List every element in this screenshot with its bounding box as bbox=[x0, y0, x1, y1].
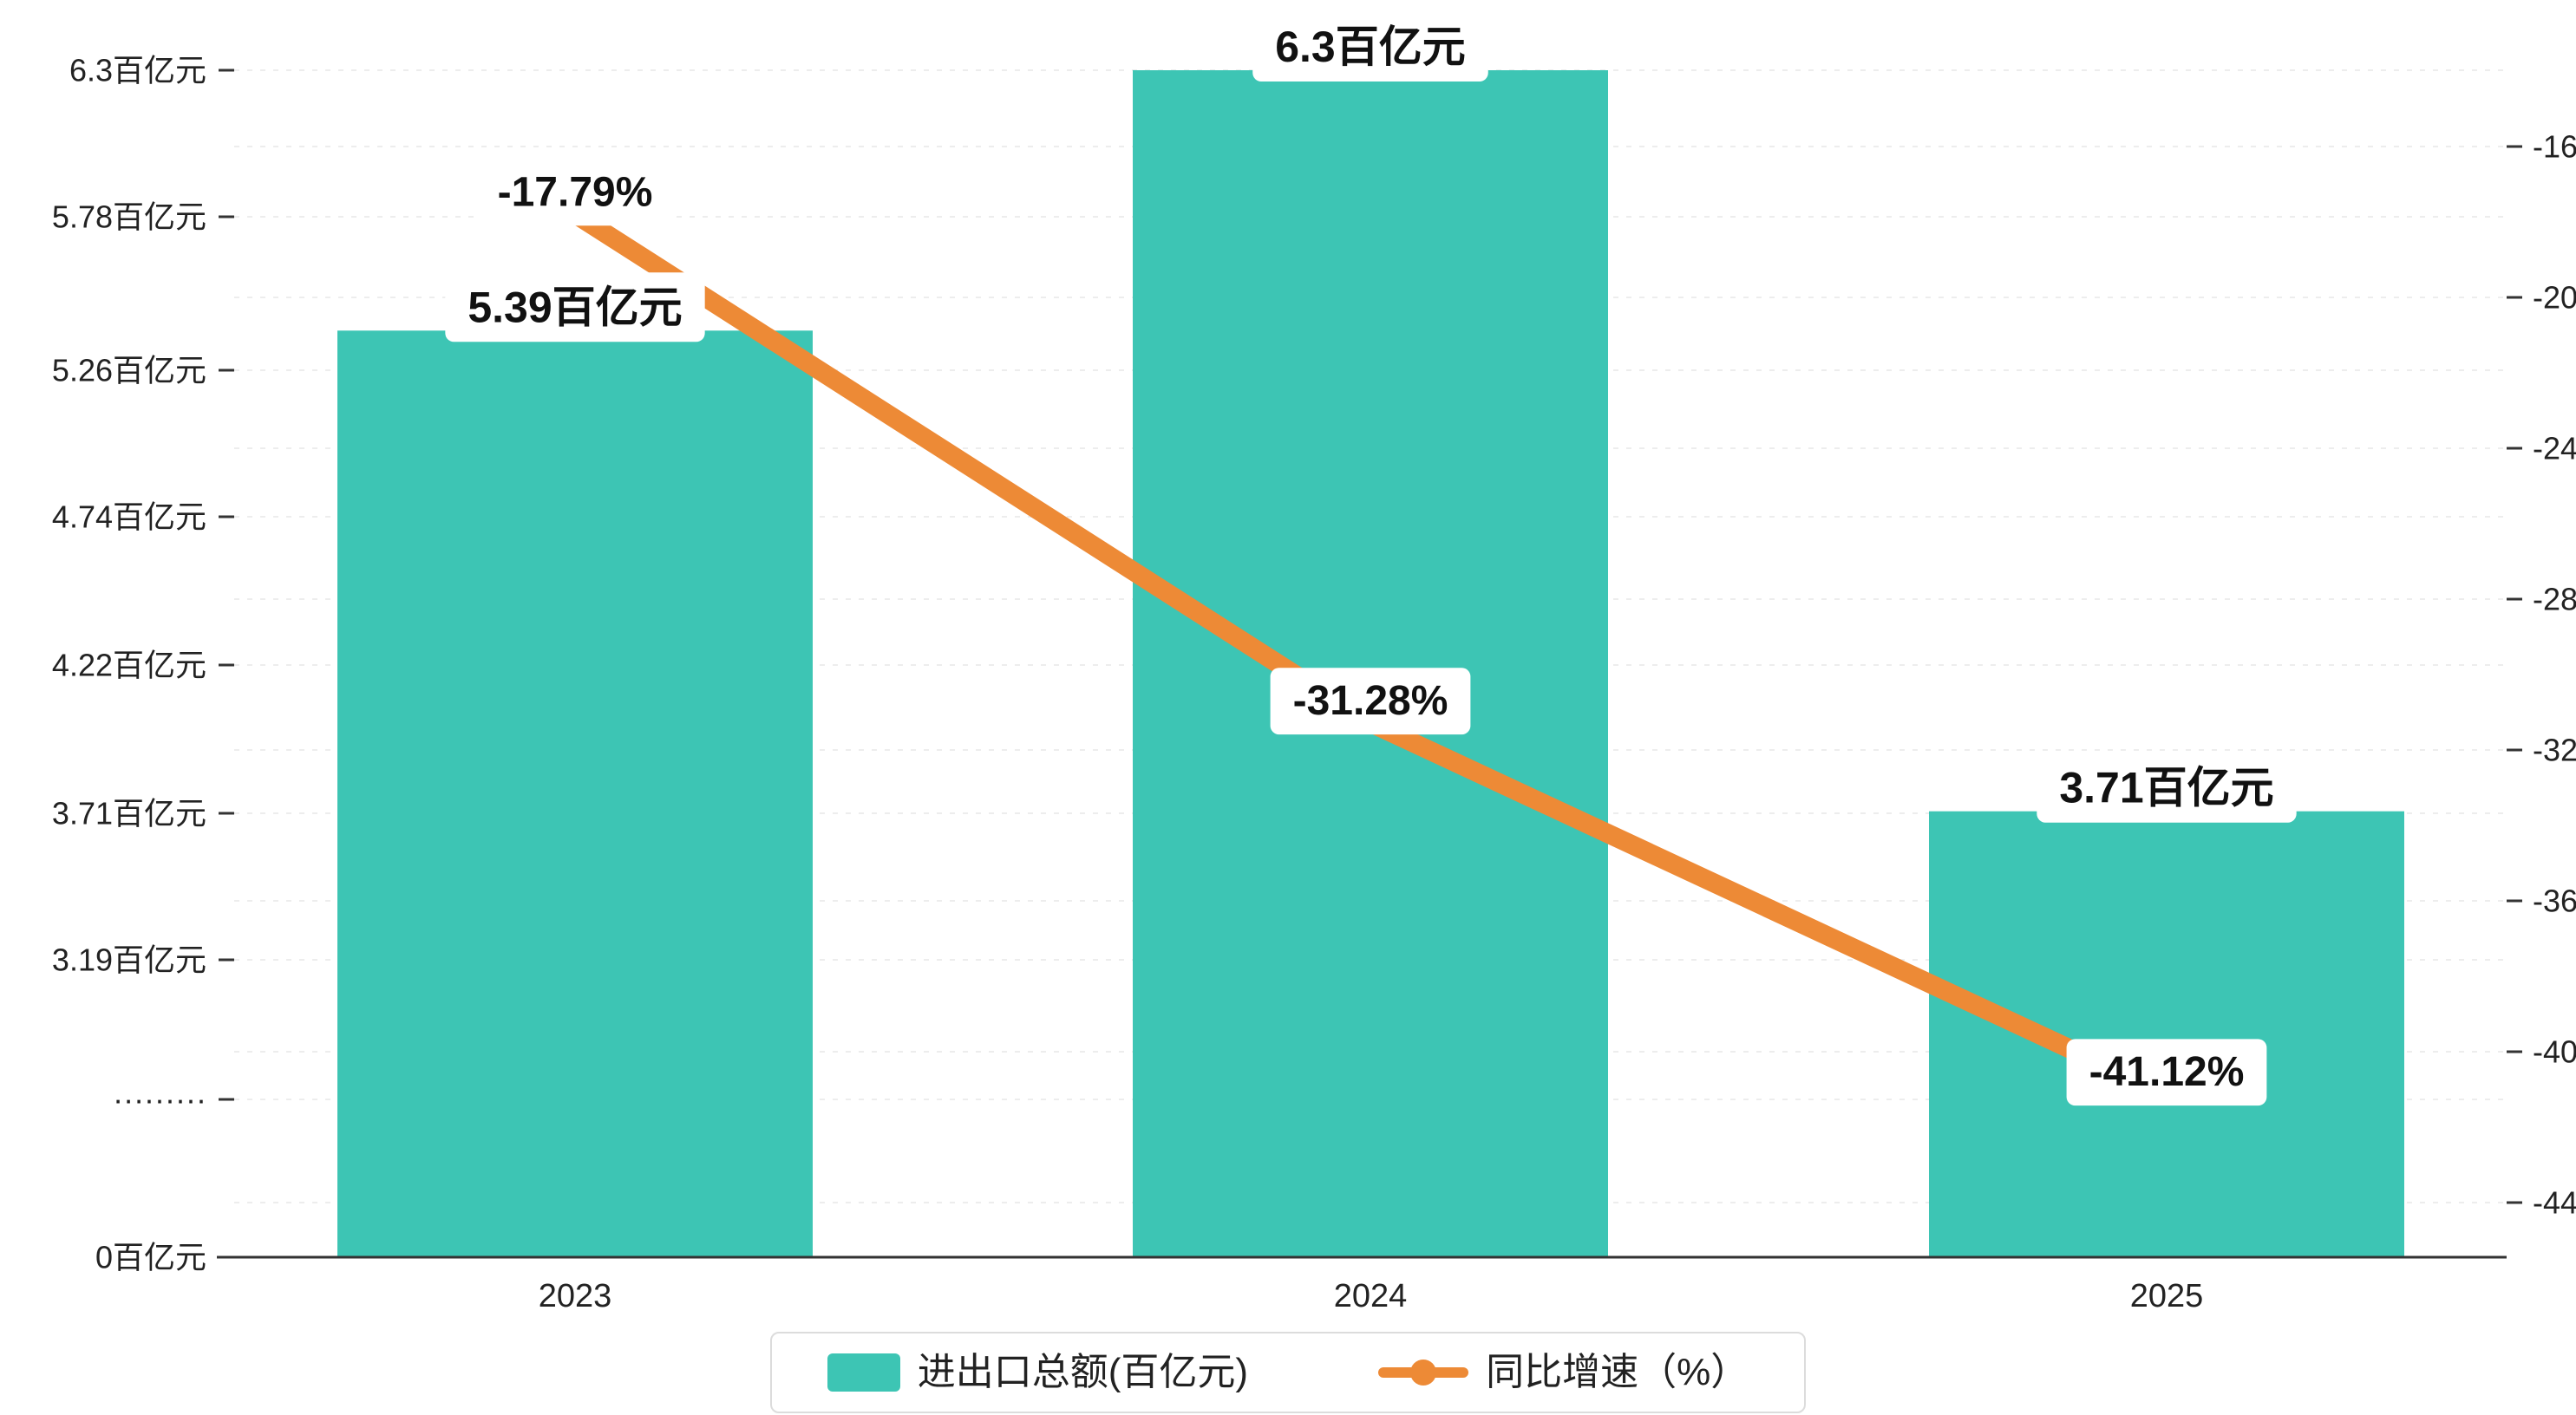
growth-value-label-2024-text: -31.28% bbox=[1293, 678, 1448, 724]
right-axis-tick-label: -44 bbox=[2533, 1185, 2576, 1221]
growth-value-label-2023: -17.79% bbox=[474, 159, 676, 226]
bar-value-label-2023-bg bbox=[445, 272, 705, 342]
bar-value-label-2025-bg bbox=[2037, 753, 2297, 823]
bar-2025[interactable] bbox=[1929, 811, 2404, 1257]
growth-value-label-2024-bg bbox=[1270, 668, 1471, 735]
left-axis-tick-label: 0百亿元 bbox=[95, 1240, 206, 1275]
right-axis-tick-label: -20 bbox=[2533, 280, 2576, 316]
bar-value-label-2025: 3.71百亿元 bbox=[2037, 753, 2297, 823]
right-axis-tick-label: -16 bbox=[2533, 129, 2576, 165]
bar-value-label-2025-text: 3.71百亿元 bbox=[2059, 764, 2273, 812]
legend: 进出口总额(百亿元) 同比增速（%） bbox=[769, 1332, 1807, 1413]
line-swatch-icon bbox=[1378, 1353, 1469, 1392]
right-axis-tick-label: -28 bbox=[2533, 582, 2576, 617]
bar-2024[interactable] bbox=[1133, 70, 1608, 1257]
bar-series bbox=[337, 70, 2404, 1257]
right-axis-tick-label: -24 bbox=[2533, 431, 2576, 466]
right-axis-tick-label: -40 bbox=[2533, 1034, 2576, 1070]
bar-value-label-2023: 5.39百亿元 bbox=[445, 272, 705, 342]
growth-value-label-2024: -31.28% bbox=[1270, 668, 1471, 735]
legend-row: 进出口总额(百亿元) 同比增速（%） bbox=[0, 1332, 2576, 1413]
left-axis-tick-label: 6.3百亿元 bbox=[69, 53, 206, 88]
x-axis-category-label: 2024 bbox=[1334, 1278, 1408, 1314]
left-axis-tick-label: 4.74百亿元 bbox=[52, 499, 206, 535]
growth-value-label-2023-text: -17.79% bbox=[498, 169, 653, 215]
x-axis-category-label: 2025 bbox=[2130, 1278, 2204, 1314]
left-axis-tick-label: 5.78百亿元 bbox=[52, 199, 206, 235]
bar-value-label-2024-bg bbox=[1252, 12, 1488, 82]
line-swatch-dot bbox=[1410, 1360, 1437, 1386]
bar-swatch-icon bbox=[827, 1353, 900, 1392]
right-axis-tick-label: -36 bbox=[2533, 884, 2576, 919]
legend-bar-label: 进出口总额(百亿元) bbox=[917, 1351, 1249, 1393]
x-axis-category-label: 2023 bbox=[539, 1278, 612, 1314]
legend-item-bar-series[interactable]: 进出口总额(百亿元) bbox=[827, 1353, 1248, 1392]
left-axis-tick-label: 4.22百亿元 bbox=[52, 648, 206, 683]
left-axis-tick-label: ········· bbox=[113, 1082, 206, 1118]
growth-value-label-2025-bg bbox=[2066, 1039, 2267, 1106]
left-axis-tick-label: 3.19百亿元 bbox=[52, 942, 206, 978]
growth-value-label-2025-text: -41.12% bbox=[2089, 1049, 2245, 1095]
growth-value-label-2023-bg bbox=[474, 159, 676, 226]
legend-line-label: 同比增速（%） bbox=[1486, 1351, 1749, 1393]
right-axis-tick-label: -32 bbox=[2533, 733, 2576, 768]
growth-value-label-2025: -41.12% bbox=[2066, 1039, 2267, 1106]
bar-value-label-2024-text: 6.3百亿元 bbox=[1275, 23, 1466, 71]
left-axis-tick-label: 3.71百亿元 bbox=[52, 796, 206, 831]
bar-value-label-2024: 6.3百亿元 bbox=[1252, 12, 1488, 82]
axes: 6.3百亿元 5.78百亿元 5.26百亿元 4.74百亿元 4.22百亿元 3.71百亿… bbox=[52, 53, 2576, 1315]
left-axis-tick-label: 5.26百亿元 bbox=[52, 353, 206, 388]
bar-value-label-2023-text: 5.39百亿元 bbox=[467, 283, 682, 331]
bar-2023[interactable] bbox=[337, 330, 813, 1257]
legend-item-line-series[interactable]: 同比增速（%） bbox=[1378, 1353, 1749, 1392]
